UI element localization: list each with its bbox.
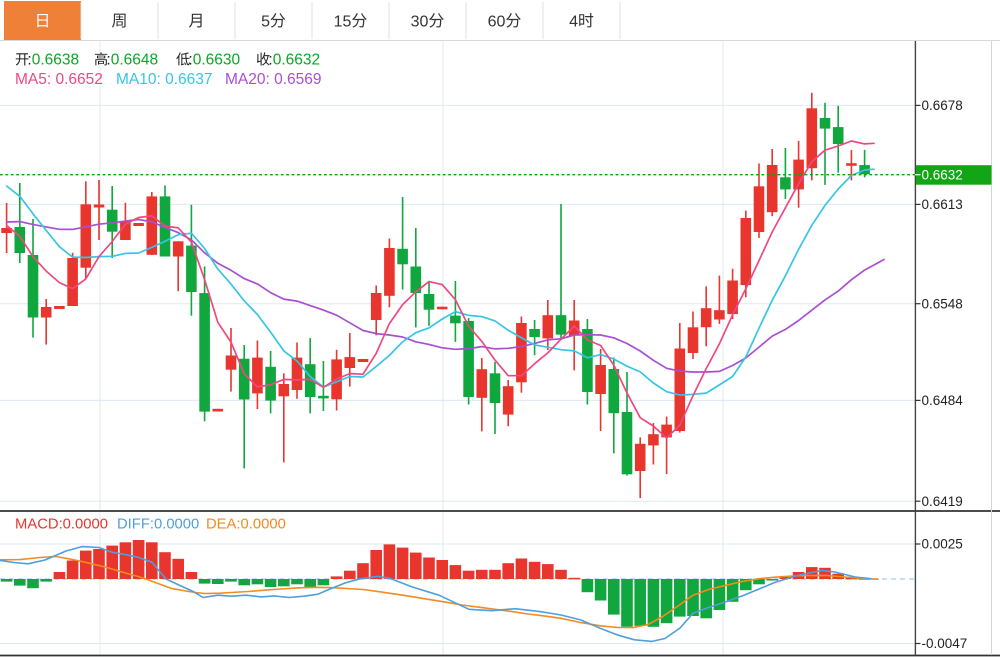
svg-text:MACD:0.0000: MACD:0.0000 bbox=[15, 517, 108, 533]
svg-text:5: 5 bbox=[261, 13, 270, 30]
svg-text:DIFF:0.0000: DIFF:0.0000 bbox=[117, 517, 199, 533]
svg-text::0.6638: :0.6638 bbox=[27, 51, 79, 68]
svg-text:30: 30 bbox=[411, 13, 429, 30]
svg-text:-0.0047: -0.0047 bbox=[922, 636, 968, 651]
svg-text:0.6548: 0.6548 bbox=[922, 296, 963, 311]
svg-text:0.6678: 0.6678 bbox=[922, 98, 963, 113]
svg-text:0.6613: 0.6613 bbox=[922, 197, 963, 212]
svg-text:0.6632: 0.6632 bbox=[922, 167, 963, 182]
svg-text:15: 15 bbox=[334, 13, 352, 30]
svg-text:0.0025: 0.0025 bbox=[922, 537, 963, 552]
svg-text:MA5: 0.6652: MA5: 0.6652 bbox=[15, 71, 103, 88]
svg-text:4: 4 bbox=[569, 13, 578, 30]
svg-text:60: 60 bbox=[488, 13, 506, 30]
svg-text:MA20: 0.6569: MA20: 0.6569 bbox=[225, 71, 322, 88]
svg-text::0.6630: :0.6630 bbox=[188, 51, 240, 68]
svg-text:MA10: 0.6637: MA10: 0.6637 bbox=[116, 71, 213, 88]
svg-text:0.6419: 0.6419 bbox=[922, 494, 963, 509]
svg-text:0.6484: 0.6484 bbox=[922, 393, 964, 408]
svg-text:DEA:0.0000: DEA:0.0000 bbox=[206, 517, 286, 533]
svg-text::0.6632: :0.6632 bbox=[268, 51, 320, 68]
svg-text::0.6648: :0.6648 bbox=[106, 51, 158, 68]
